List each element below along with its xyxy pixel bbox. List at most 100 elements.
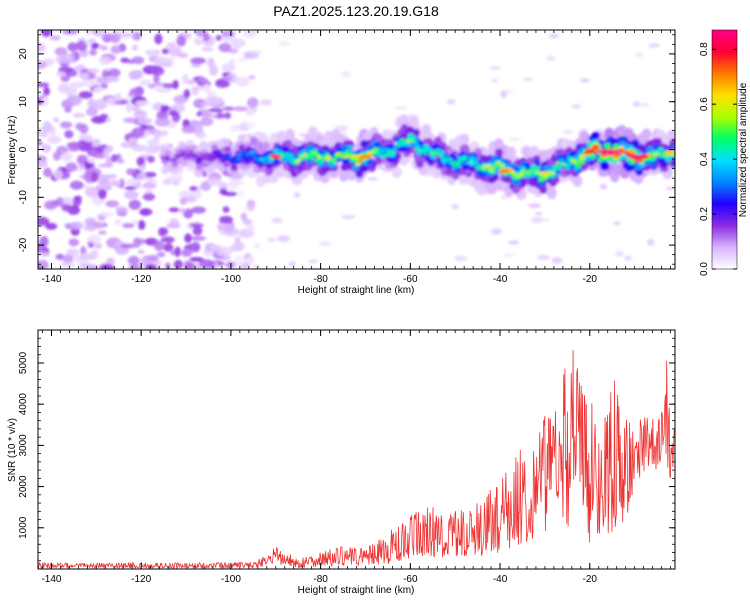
snr-x-tick-label: -80 [313, 574, 328, 585]
heatmap-cell [234, 236, 241, 245]
heatmap-cell [80, 246, 87, 255]
heatmap-cell [93, 86, 104, 93]
heatmap-cell [160, 104, 170, 112]
heatmap-cell [306, 144, 314, 151]
heatmap-cell [267, 237, 276, 243]
heatmap-cell [551, 257, 563, 264]
heatmap-cell [183, 89, 191, 99]
heatmap-cell [376, 149, 382, 153]
heatmap-cell [158, 227, 169, 236]
heatmap-cell [120, 141, 134, 149]
heatmap-cell [79, 123, 89, 135]
heatmap-cell [162, 83, 176, 89]
heatmap-cell [125, 102, 133, 113]
heatmap-cell [293, 192, 301, 198]
heatmap-cell [54, 47, 68, 56]
heatmap-cell [153, 74, 160, 84]
heatmap-cell [229, 126, 241, 131]
heatmap-cell [162, 179, 172, 185]
heatmap-cell [228, 179, 244, 187]
heatmap-cell [491, 154, 499, 161]
snr-y-axis: 1000 2000 3000 4000 5000 [18, 337, 675, 562]
heatmap-cell [346, 144, 354, 151]
heatmap-cell [243, 30, 251, 37]
heatmap-cell [123, 117, 139, 123]
spectrogram-x-tick-label: -20 [583, 274, 598, 285]
heatmap-cell [664, 154, 670, 158]
heatmap-cell [271, 217, 283, 224]
spectrogram-x-tick-label: -60 [403, 274, 418, 285]
heatmap-cell [414, 147, 420, 151]
heatmap-cell [453, 255, 468, 262]
heatmap-cell [153, 240, 165, 251]
heatmap-cell [67, 95, 82, 106]
heatmap-cell [624, 255, 632, 261]
heatmap-cell [169, 110, 178, 117]
snr-panel: -140 -120 -100 -80 -60 -40 -20 1000 2000 3000 400… [7, 329, 676, 596]
snr-y-label: SNR (10 * v/v) [7, 418, 18, 482]
heatmap-cell [192, 125, 204, 136]
heatmap-cell [116, 158, 125, 164]
heatmap-cell [38, 82, 50, 88]
heatmap-cell [263, 157, 269, 161]
heatmap-cell [147, 83, 157, 89]
heatmap-cell [216, 112, 225, 119]
heatmap-cell [98, 56, 112, 65]
heatmap-cell [249, 151, 255, 155]
heatmap-cell [164, 155, 170, 159]
heatmap-cell [319, 241, 331, 247]
heatmap-cell [672, 155, 675, 159]
heatmap-cell [58, 66, 74, 73]
heatmap-cell [646, 146, 654, 153]
heatmap-cell [318, 158, 324, 162]
heatmap-cell [49, 35, 61, 41]
heatmap-cell [208, 30, 222, 33]
heatmap-cell [200, 157, 206, 161]
heatmap-cell [61, 151, 73, 162]
heatmap-cell [512, 185, 521, 194]
heatmap-peak [538, 171, 551, 176]
heatmap-cell [628, 149, 635, 154]
heatmap-cell [197, 77, 209, 83]
heatmap-cell [411, 135, 418, 140]
heatmap-cell [296, 158, 302, 162]
heatmap-cell [179, 197, 187, 205]
heatmap-cell [222, 223, 234, 233]
spectrogram-y-tick-label: 0 [18, 146, 29, 152]
heatmap-cell [250, 50, 263, 55]
heatmap-cell [130, 140, 138, 147]
heatmap-cell [151, 66, 165, 76]
heatmap-cell [135, 100, 151, 106]
heatmap-cell [154, 118, 170, 127]
heatmap-cell [211, 150, 217, 155]
heatmap-cell [184, 233, 192, 243]
heatmap-cell [147, 155, 156, 163]
heatmap-cell [160, 155, 166, 159]
heatmap-peak [664, 149, 675, 155]
heatmap-cell [206, 90, 217, 99]
heatmap-peak [637, 154, 650, 159]
heatmap-cell [461, 145, 470, 154]
spectrogram-y-tick-label: -10 [18, 190, 29, 205]
heatmap-cell [137, 249, 145, 255]
heatmap-cell [656, 150, 662, 154]
heatmap-cell [47, 135, 62, 144]
heatmap-cell [490, 78, 498, 83]
heatmap-cell [236, 190, 246, 198]
heatmap-cell [57, 83, 71, 94]
heatmap-cell [90, 171, 99, 183]
heatmap-cell [634, 52, 644, 58]
heatmap-cell [127, 255, 140, 266]
heatmap-cell [139, 79, 152, 86]
spectrogram-x-tick-label: -140 [41, 274, 61, 285]
colorbar-label: Normalized spectral amplitude [738, 82, 749, 217]
spectrogram-heatmap [38, 30, 675, 269]
heatmap-cell [660, 161, 668, 168]
heatmap-cell [243, 157, 250, 162]
heatmap-cell [308, 259, 319, 264]
heatmap-cell [562, 129, 574, 135]
heatmap-cell [128, 199, 142, 210]
heatmap-cell [533, 159, 541, 166]
heatmap-cell [228, 49, 239, 54]
